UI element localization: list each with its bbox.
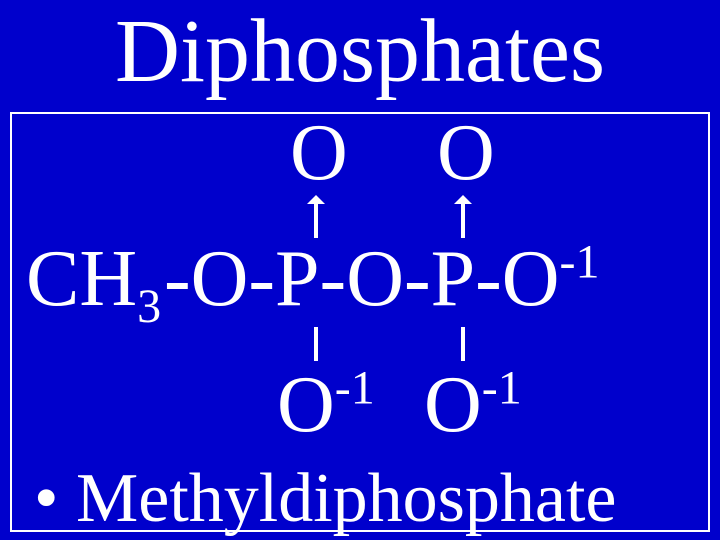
bond-shaft [461, 327, 465, 361]
atom-chain-sup: -1 [560, 235, 600, 288]
atom-o-bottom-right: O-1 [424, 360, 522, 451]
atom-ch3-text: CH [26, 235, 137, 323]
bullet-methyldiphosphate: • Methyldiphosphate [34, 459, 617, 539]
slide-title: Diphosphates [0, 0, 720, 103]
bond-shaft [314, 327, 318, 361]
atom-o-bl-sup: -1 [335, 361, 375, 414]
bond-arrowhead [307, 195, 325, 204]
bond-arrowhead [454, 195, 472, 204]
atom-o-bottom-left: O-1 [277, 360, 375, 451]
bond-shaft [314, 204, 318, 238]
atom-o-bl-text: O [277, 361, 335, 449]
formula-box: O O CH3 -O-P-O-P-O-1 [10, 112, 710, 532]
atom-o-br-text: O [424, 361, 482, 449]
atom-chain-text: -O-P-O-P-O [164, 235, 560, 323]
chemical-formula: O O CH3 -O-P-O-P-O-1 [12, 114, 708, 530]
atom-ch3-sub: 3 [137, 280, 161, 333]
atom-o-br-sup: -1 [482, 361, 522, 414]
atom-chain: -O-P-O-P-O-1 [164, 234, 600, 325]
atom-o-top-right: O [437, 108, 495, 199]
slide: Diphosphates O O CH3 -O-P-O-P-O-1 [0, 0, 720, 540]
bond-shaft [461, 204, 465, 238]
atom-o-top-left: O [290, 108, 348, 199]
atom-ch3: CH3 [26, 234, 161, 325]
